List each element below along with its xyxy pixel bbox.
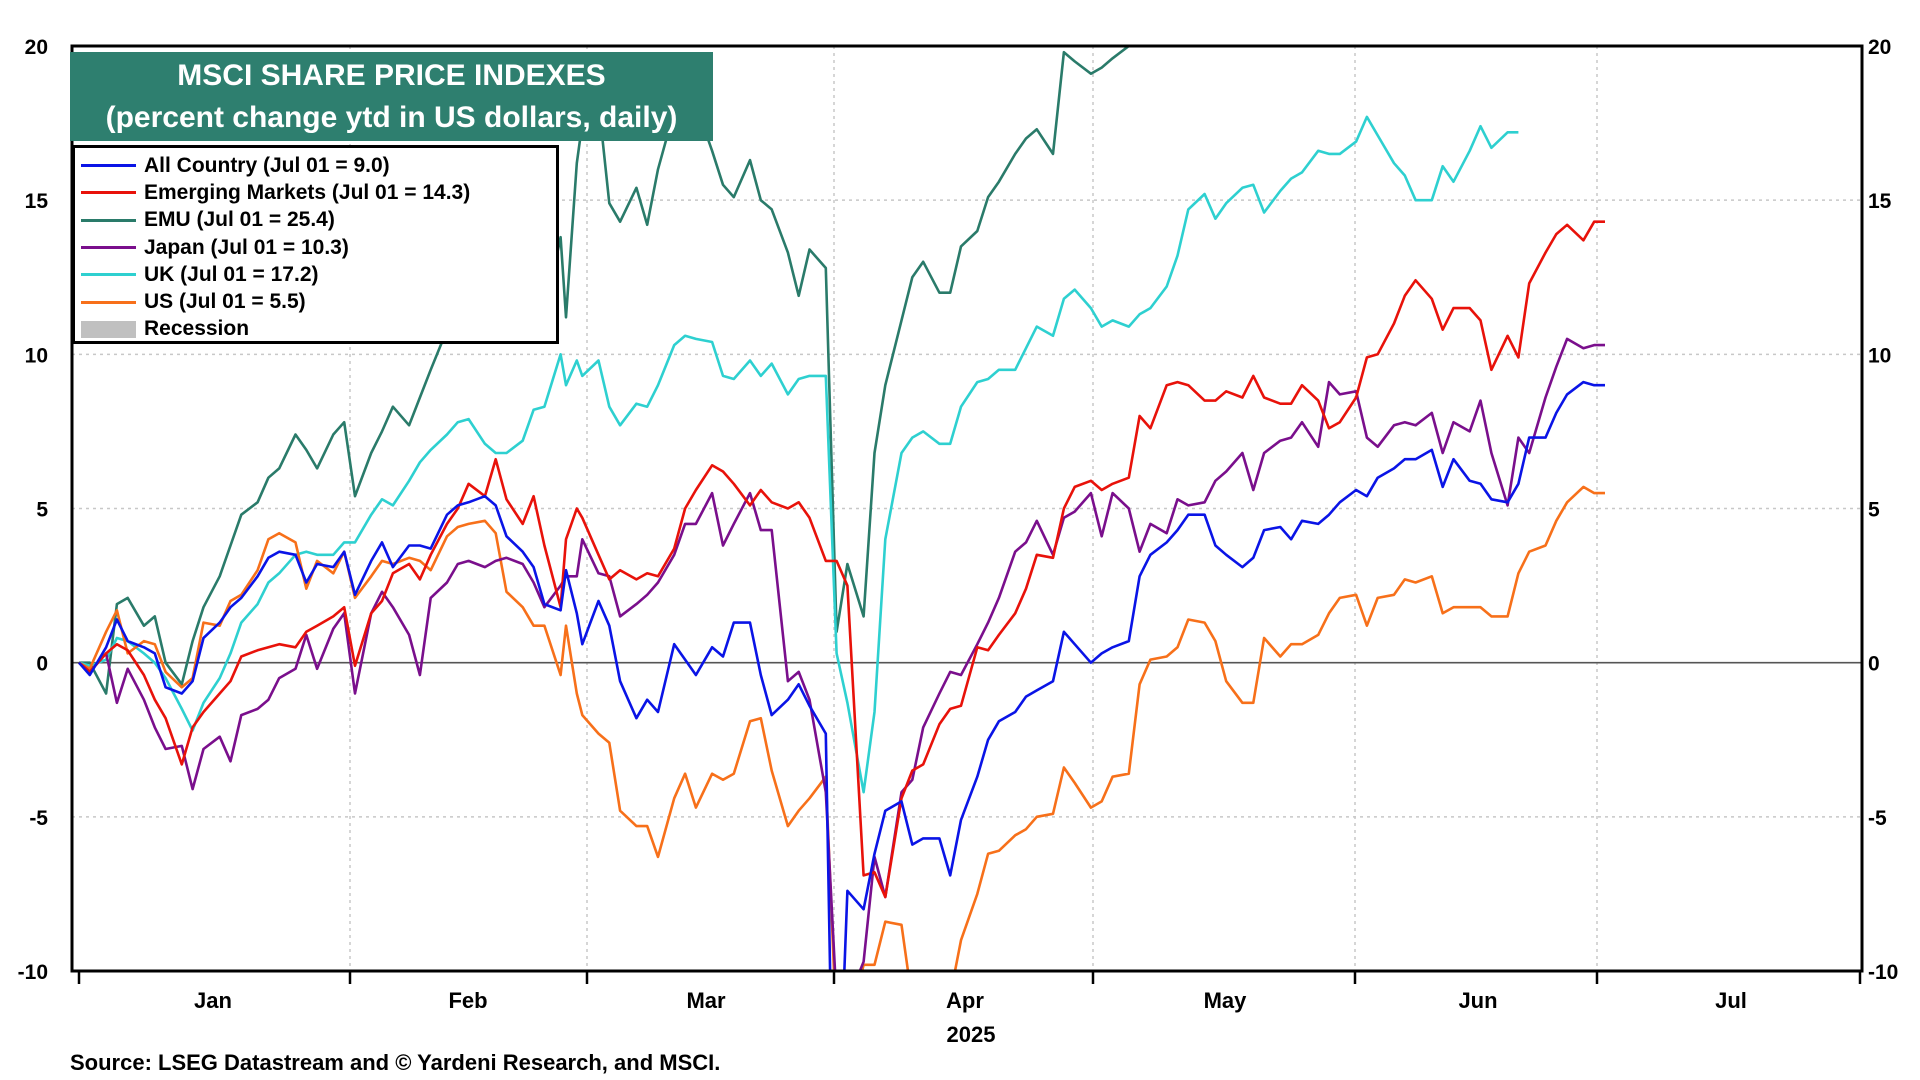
legend: All Country (Jul 01 = 9.0) Emerging Mark… — [72, 145, 559, 344]
legend-swatch — [81, 218, 136, 222]
legend-swatch — [81, 246, 136, 250]
y-tick-label-left: 0 — [36, 653, 48, 676]
x-tick-label: Jun — [1458, 988, 1497, 1013]
series-layer — [78, 47, 1605, 970]
series-line-emu — [79, 47, 1129, 695]
x-tick-label: May — [1204, 988, 1248, 1013]
x-year-label: 2025 — [947, 1022, 996, 1047]
legend-swatch — [81, 273, 136, 277]
legend-item-us: US (Jul 01 = 5.5) — [81, 288, 556, 315]
legend-item-recession: Recession — [81, 316, 556, 343]
y-tick-label-right: -5 — [1868, 807, 1887, 830]
series-line-us — [78, 485, 1605, 970]
chart-title: MSCI SHARE PRICE INDEXES (percent change… — [70, 52, 713, 141]
legend-label: Japan (Jul 01 = 10.3) — [144, 235, 349, 259]
series-line-all-country — [78, 380, 1605, 970]
y-tick-label-right: -10 — [1868, 961, 1898, 984]
y-tick-label-right: 5 — [1868, 499, 1880, 522]
y-tick-label-right: 10 — [1868, 344, 1891, 367]
legend-label: EMU (Jul 01 = 25.4) — [144, 208, 335, 232]
plot-frame — [70, 44, 1864, 973]
x-axis-labels: Jan Feb Mar Apr May Jun Jul — [194, 988, 1747, 1013]
y-tick-label-left: -5 — [29, 807, 48, 830]
x-tick-label: Jan — [194, 988, 232, 1013]
legend-item-all-country: All Country (Jul 01 = 9.0) — [81, 152, 556, 179]
legend-label: US (Jul 01 = 5.5) — [144, 290, 306, 314]
legend-item-emerging-markets: Emerging Markets (Jul 01 = 14.3) — [81, 179, 556, 206]
legend-item-japan: Japan (Jul 01 = 10.3) — [81, 234, 556, 261]
legend-label: Emerging Markets (Jul 01 = 14.3) — [144, 180, 471, 204]
y-tick-label-left: 10 — [25, 344, 48, 367]
legend-swatch — [81, 191, 136, 195]
legend-swatch — [81, 300, 136, 304]
series-line-emerging-markets — [78, 220, 1605, 899]
y-axis-labels: 20 20 15 15 10 10 5 5 0 0 -5 -5 -10 -10 — [18, 36, 1899, 984]
series-line-japan — [78, 337, 1605, 970]
y-tick-label-right: 0 — [1868, 653, 1880, 676]
x-tick-label: Feb — [448, 988, 487, 1013]
y-tick-label-left: 5 — [36, 499, 48, 522]
legend-label: Recession — [144, 317, 250, 341]
chart-title-line-2: (percent change ytd in US dollars, daily… — [105, 101, 678, 134]
y-tick-label-right: 20 — [1868, 36, 1891, 59]
source-note: Source: LSEG Datastream and © Yardeni Re… — [70, 1050, 721, 1075]
legend-item-uk: UK (Jul 01 = 17.2) — [81, 261, 556, 288]
x-tick-label: Jul — [1715, 988, 1747, 1013]
series-line-uk — [78, 115, 1519, 794]
x-tick-label: Mar — [686, 988, 726, 1013]
y-tick-label-left: -10 — [18, 961, 48, 984]
y-tick-label-left: 15 — [25, 190, 49, 213]
legend-item-emu: EMU (Jul 01 = 25.4) — [81, 207, 556, 234]
legend-label: UK (Jul 01 = 17.2) — [144, 262, 319, 286]
legend-swatch — [81, 164, 136, 168]
y-tick-label-left: 20 — [25, 36, 48, 59]
legend-label: All Country (Jul 01 = 9.0) — [144, 153, 390, 177]
chart-title-line-1: MSCI SHARE PRICE INDEXES — [177, 59, 606, 92]
y-tick-label-right: 15 — [1868, 190, 1892, 213]
ticks-layer — [77, 971, 1862, 984]
legend-swatch-recession — [81, 320, 136, 338]
x-tick-label: Apr — [946, 988, 984, 1013]
